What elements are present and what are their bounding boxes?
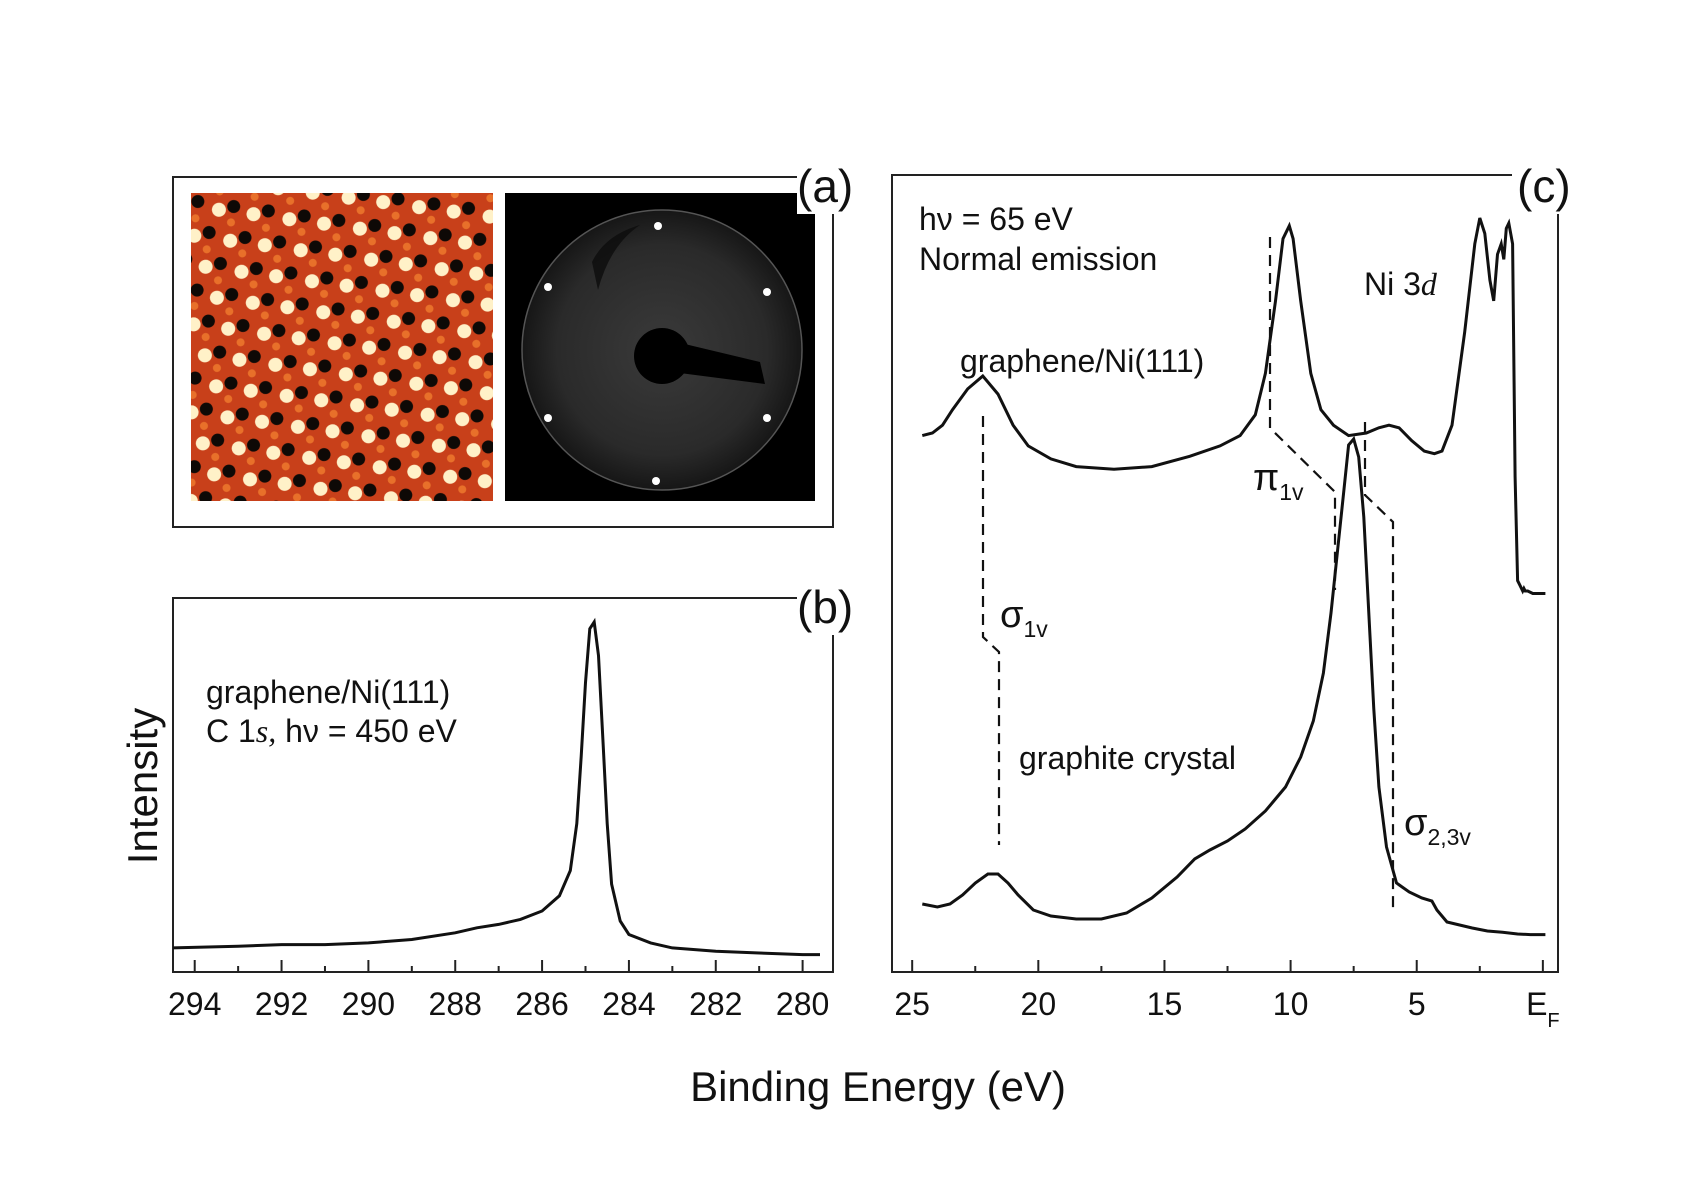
panel-c-ticks: 25 20 15 10 5 EF	[894, 960, 1560, 1032]
panel-b-tick-label: 286	[515, 986, 568, 1022]
panel-b-tick-label: 284	[602, 986, 655, 1022]
panel-c-tick-label: 5	[1408, 986, 1426, 1022]
leed-spot	[544, 283, 552, 291]
panel-b-frame	[172, 597, 834, 973]
pi1-label: π1v	[1253, 457, 1304, 505]
panel-b: 294 292 290 288 286 284 282 280 graphene/Ni(111…	[168, 575, 873, 1022]
leed-spot	[652, 477, 660, 485]
panel-c-graphene-line	[921, 217, 1546, 595]
x-axis-label: Binding Energy (eV)	[690, 1063, 1066, 1110]
panel-b-annotation-1: graphene/Ni(111)	[206, 674, 450, 710]
y-axis-label: Intensity	[119, 708, 166, 864]
sigma23-label: σ2,3v	[1404, 802, 1471, 850]
panel-a-label: (a)	[797, 160, 853, 212]
panel-c-tick-label: 25	[894, 986, 930, 1022]
panel-b-tick-label: 294	[168, 986, 221, 1022]
leed-spot	[763, 288, 771, 296]
leed-spot	[544, 414, 552, 422]
panel-b-spectrum-line	[172, 617, 820, 957]
pi1-guide	[1268, 237, 1337, 590]
sigma1-guide	[981, 416, 1001, 845]
stm-image	[191, 193, 493, 501]
sigma23-guide	[1363, 422, 1395, 913]
graphene-curve-label: graphene/Ni(111)	[960, 343, 1204, 379]
panel-c-label: (c)	[1517, 160, 1571, 212]
sigma1-label: σ1v	[1000, 594, 1048, 642]
panel-b-annotation-2: C 1s, hν = 450 eV	[206, 713, 457, 749]
panel-c-tick-label: 20	[1021, 986, 1057, 1022]
panel-c-annotation-1: hν = 65 eV	[919, 201, 1074, 237]
panel-c-graphite-line	[922, 435, 1546, 937]
panel-b-tick-label: 280	[776, 986, 829, 1022]
leed-image	[505, 193, 815, 501]
leed-spot	[763, 414, 771, 422]
panel-b-tick-label: 288	[429, 986, 482, 1022]
panel-c-frame	[891, 174, 1559, 973]
panel-b-label: (b)	[797, 581, 853, 633]
panel-b-ticks: 294 292 290 288 286 284 282 280	[168, 960, 829, 1022]
ni3d-label: Ni 3d	[1364, 266, 1438, 302]
panel-c-tick-label: EF	[1526, 986, 1560, 1032]
panel-b-tick-label: 290	[342, 986, 395, 1022]
panel-c-guides	[981, 237, 1395, 913]
panel-b-tick-label: 292	[255, 986, 308, 1022]
leed-spot	[654, 222, 662, 230]
panel-c-annotation-2: Normal emission	[919, 241, 1157, 277]
panel-c-tick-label: 10	[1273, 986, 1309, 1022]
panel-c-tick-label: 15	[1147, 986, 1183, 1022]
panel-b-tick-label: 282	[689, 986, 742, 1022]
panel-a-frame	[172, 176, 834, 528]
panel-c: 25 20 15 10 5 EF hν = 65 eV Normal emission N…	[891, 154, 1594, 1032]
graphite-curve-label: graphite crystal	[1019, 740, 1236, 776]
panel-a: (a)	[172, 154, 873, 528]
